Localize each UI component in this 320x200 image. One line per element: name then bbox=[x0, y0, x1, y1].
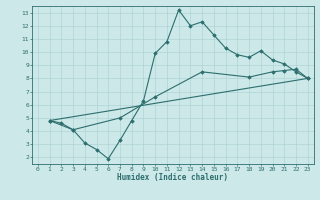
X-axis label: Humidex (Indice chaleur): Humidex (Indice chaleur) bbox=[117, 173, 228, 182]
